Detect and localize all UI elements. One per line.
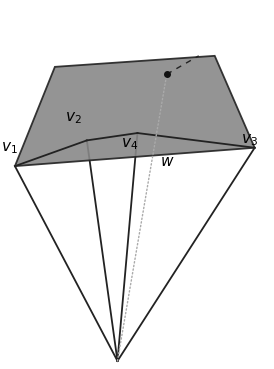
Text: $w$: $w$ — [159, 155, 174, 169]
Polygon shape — [15, 56, 255, 166]
Text: $v_4$: $v_4$ — [121, 136, 138, 152]
Text: $v_2$: $v_2$ — [65, 110, 82, 126]
Text: $v_1$: $v_1$ — [1, 140, 18, 156]
Text: $v_3$: $v_3$ — [241, 132, 258, 148]
